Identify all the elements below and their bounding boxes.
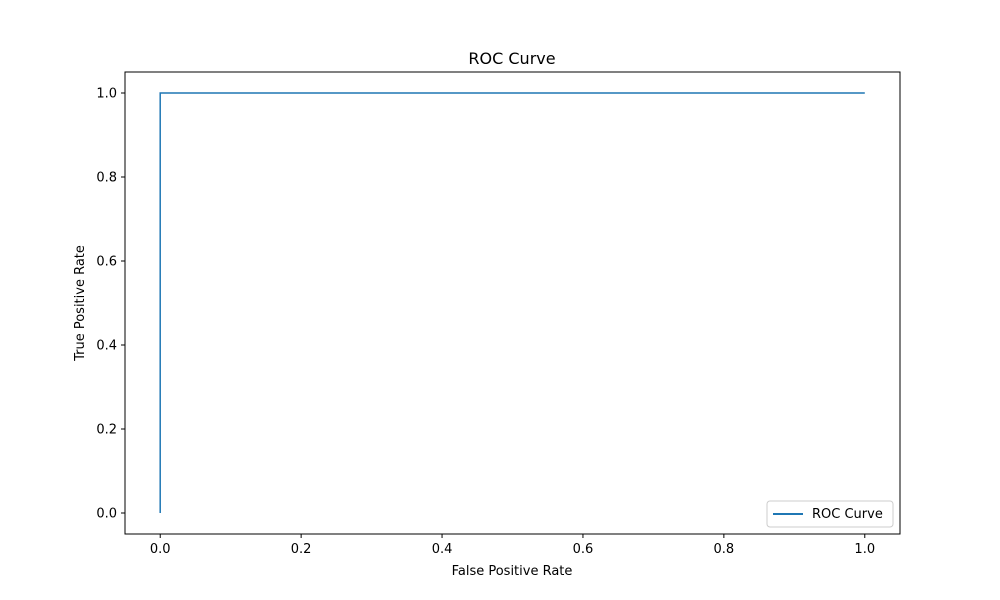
y-tick-label: 0.0: [96, 507, 117, 522]
series-line-roc-curve: [159, 92, 865, 513]
y-tick-label: 0.6: [96, 255, 117, 270]
legend-box: [766, 500, 894, 528]
y-axis-label: True Positive Rate: [73, 245, 88, 362]
x-tick-label: 0.4: [432, 542, 453, 557]
plot-frame: [124, 71, 901, 535]
y-tick-label: 1.0: [96, 87, 117, 102]
legend-label-roc-curve: ROC Curve: [812, 507, 883, 522]
x-tick-label: 0.2: [291, 542, 312, 557]
y-tick-label: 0.2: [96, 423, 117, 438]
x-tick-label: 0.8: [714, 542, 735, 557]
chart-title: ROC Curve: [468, 49, 555, 68]
y-axis-ticks: 0.0 0.2 0.4 0.6 0.8 1.0: [96, 87, 125, 522]
x-tick-label: 0.6: [573, 542, 594, 557]
x-axis-ticks: 0.0 0.2 0.4 0.6 0.8 1.0: [150, 534, 875, 557]
x-axis-label: False Positive Rate: [452, 564, 573, 579]
x-tick-label: 0.0: [150, 542, 171, 557]
y-tick-label: 0.4: [96, 339, 117, 354]
legend: ROC Curve: [766, 500, 894, 528]
y-tick-label: 0.8: [96, 171, 117, 186]
x-tick-label: 1.0: [854, 542, 875, 557]
series-layer: [159, 92, 865, 513]
plot-area: [124, 71, 901, 535]
